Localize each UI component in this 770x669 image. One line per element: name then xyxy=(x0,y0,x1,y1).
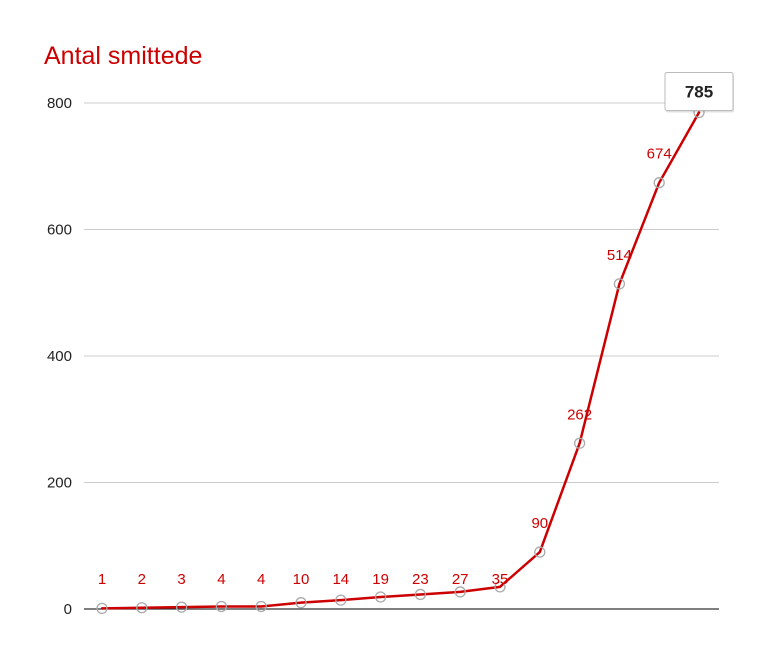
data-point-8[interactable] xyxy=(414,588,427,601)
y-tick-label-800: 800 xyxy=(47,95,72,112)
y-tick-label-0: 0 xyxy=(64,601,72,618)
data-point-3[interactable] xyxy=(215,600,228,613)
series-line xyxy=(100,111,701,610)
data-point-10[interactable] xyxy=(494,581,506,593)
data-point-0[interactable] xyxy=(96,602,108,615)
data-point-7[interactable] xyxy=(374,591,387,603)
data-point-6[interactable] xyxy=(335,594,347,606)
tooltip: 785 xyxy=(664,71,734,113)
y-tick-label-400: 400 xyxy=(47,348,72,365)
tooltip-value: 785 xyxy=(685,82,713,101)
data-label-1: 2 xyxy=(138,571,146,588)
data-label-6: 14 xyxy=(332,571,349,588)
grid xyxy=(84,102,719,610)
data-label-9: 27 xyxy=(452,571,469,588)
data-point-2[interactable] xyxy=(175,601,188,613)
data-label-5: 10 xyxy=(293,571,310,588)
tooltip-box xyxy=(664,71,734,111)
series-layer xyxy=(100,111,701,610)
data-label-8: 23 xyxy=(412,571,429,588)
data-points xyxy=(96,106,705,615)
data-point-11[interactable] xyxy=(534,546,546,558)
data-label-2: 3 xyxy=(177,571,185,588)
data-label-4: 4 xyxy=(257,571,265,588)
y-tick-label-200: 200 xyxy=(47,475,72,492)
data-point-13[interactable] xyxy=(613,278,626,290)
data-label-14: 674 xyxy=(647,146,672,163)
chart-title: Antal smittede xyxy=(44,42,203,70)
data-point-9[interactable] xyxy=(454,586,466,598)
data-label-7: 19 xyxy=(372,571,389,588)
data-point-14[interactable] xyxy=(653,177,665,189)
data-label-0: 1 xyxy=(98,571,106,588)
data-point-12[interactable] xyxy=(573,437,586,449)
data-label-3: 4 xyxy=(217,571,225,588)
data-point-5[interactable] xyxy=(295,597,307,609)
data-label-11: 90 xyxy=(531,515,548,532)
y-tick-label-600: 600 xyxy=(47,222,72,239)
data-label-13: 514 xyxy=(607,247,632,264)
data-point-4[interactable] xyxy=(255,600,267,613)
data-label-10: 35 xyxy=(492,571,509,588)
y-axis-ticks: 0 200 400 600 800 xyxy=(47,95,72,618)
data-label-12: 262 xyxy=(567,406,592,423)
data-point-1[interactable] xyxy=(136,602,148,614)
